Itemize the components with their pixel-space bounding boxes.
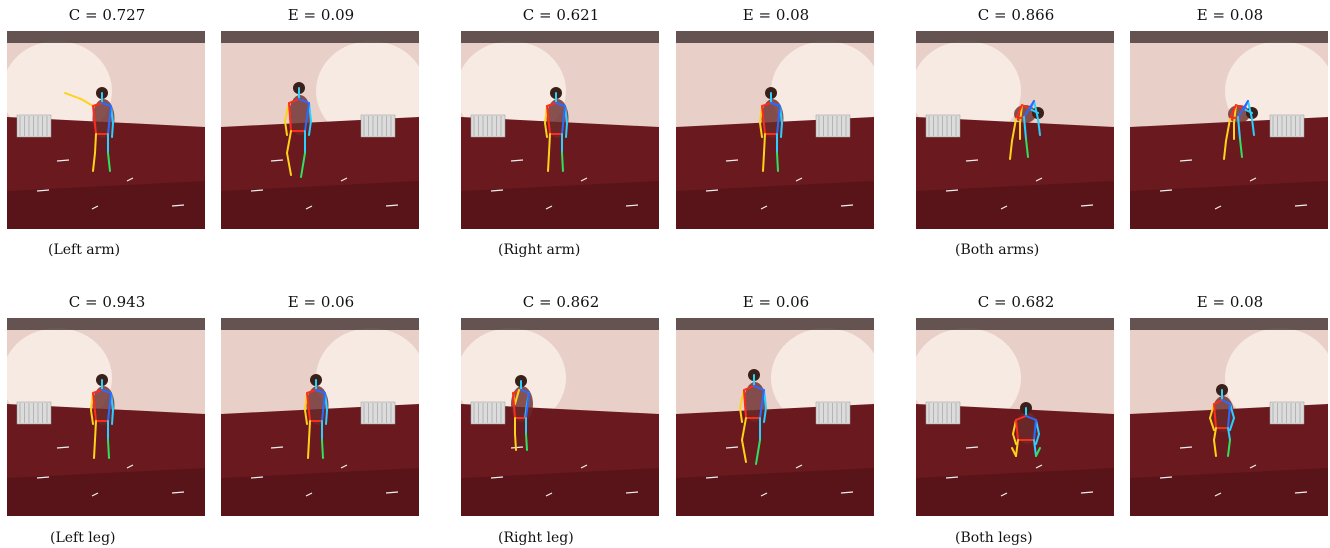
photo-c-both-legs [916, 318, 1114, 516]
photo-c-right-leg [461, 318, 659, 516]
photo-e-both-arms [1130, 31, 1328, 229]
caption: (Right leg) [498, 530, 574, 546]
photo-c-left-leg [7, 318, 205, 516]
e-score-label: E = 0.08 [1196, 6, 1264, 24]
e-score-label: E = 0.06 [742, 293, 810, 311]
photo-c-left-arm [7, 31, 205, 229]
photo-e-left-leg [221, 318, 419, 516]
e-score-label: E = 0.08 [1196, 293, 1264, 311]
c-score-label: C = 0.621 [522, 6, 600, 24]
c-score-label: C = 0.943 [68, 293, 146, 311]
caption: (Both arms) [955, 242, 1040, 258]
photo-e-right-arm [676, 31, 874, 229]
c-score-label: C = 0.727 [68, 6, 146, 24]
photo-c-both-arms [916, 31, 1114, 229]
e-score-label: E = 0.09 [287, 6, 355, 24]
c-score-label: C = 0.866 [977, 6, 1055, 24]
photo-e-left-arm [221, 31, 419, 229]
c-score-label: C = 0.862 [522, 293, 600, 311]
photo-e-both-legs [1130, 318, 1328, 516]
c-score-label: C = 0.682 [977, 293, 1055, 311]
e-score-label: E = 0.06 [287, 293, 355, 311]
caption: (Left leg) [50, 530, 116, 546]
e-score-label: E = 0.08 [742, 6, 810, 24]
photo-e-right-leg [676, 318, 874, 516]
caption: (Left arm) [48, 242, 121, 258]
caption: (Both legs) [955, 530, 1033, 546]
caption: (Right arm) [498, 242, 581, 258]
photo-c-right-arm [461, 31, 659, 229]
